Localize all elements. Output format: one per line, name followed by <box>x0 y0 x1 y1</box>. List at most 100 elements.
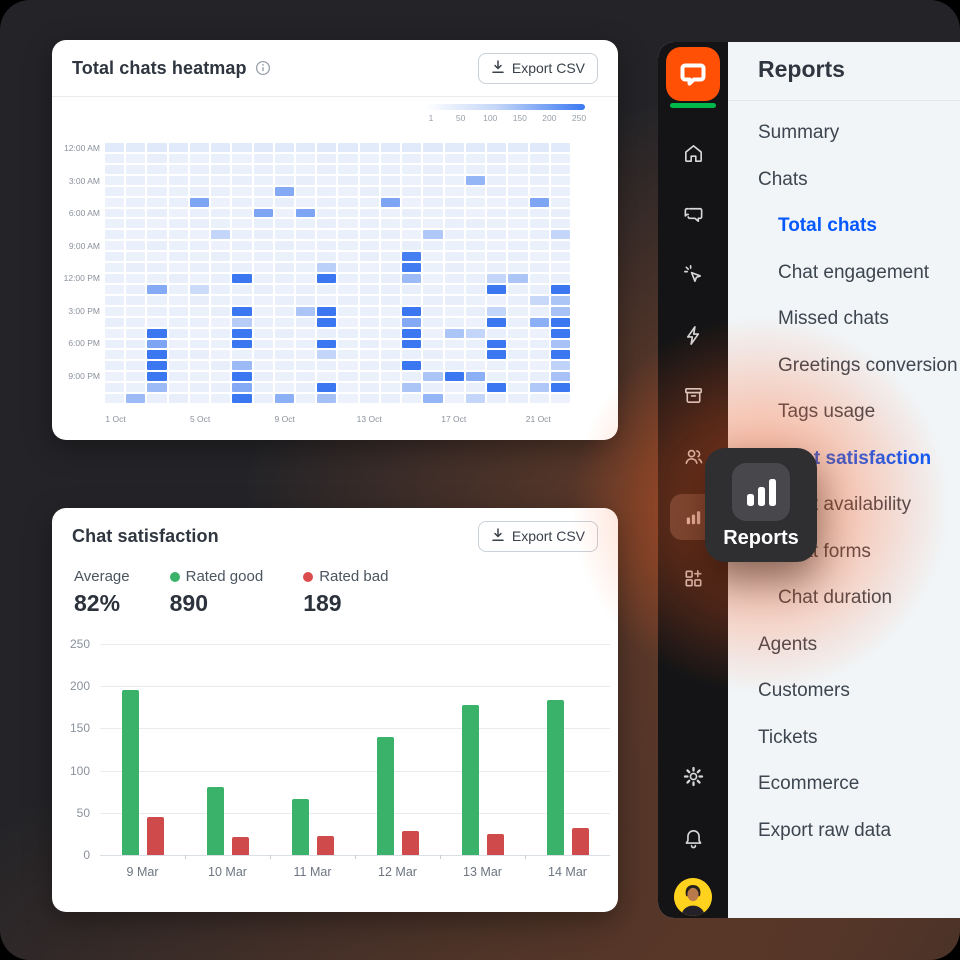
heatmap-cell <box>465 383 486 393</box>
heatmap-cell <box>211 372 231 382</box>
heatmap-cell <box>211 164 231 174</box>
heatmap-cell <box>147 328 167 338</box>
heatmap-cell <box>508 175 528 185</box>
heatmap-cell <box>274 383 295 393</box>
heatmap-cell <box>147 306 167 316</box>
heatmap-cell <box>274 197 295 207</box>
menu-item-chat-engagement[interactable]: Chat engagement <box>778 261 930 283</box>
user-avatar[interactable] <box>670 874 716 918</box>
heatmap-cell <box>317 197 337 207</box>
stat-value: 189 <box>303 590 342 616</box>
heatmap-cell <box>253 208 273 218</box>
heatmap-cell <box>274 339 295 349</box>
heatmap-cell <box>380 339 401 349</box>
heatmap-cell <box>338 284 358 294</box>
heatmap-cell <box>189 383 210 393</box>
rail-automation-button[interactable] <box>670 312 716 358</box>
heatmap-cell <box>189 197 210 207</box>
satisfaction-stats: Average 82% Rated good 890 Rated bad 189 <box>74 568 388 617</box>
menu-item-total-chats[interactable]: Total chats <box>778 215 877 237</box>
heatmap-cell <box>338 372 358 382</box>
heatmap-cell <box>402 143 422 152</box>
menu-item-greetings-conversion[interactable]: Greetings conversion <box>778 354 958 376</box>
heatmap-cell <box>232 361 252 371</box>
menu-item-missed-chats[interactable]: Missed chats <box>778 308 889 330</box>
info-icon[interactable] <box>255 60 271 76</box>
reports-callout[interactable]: Reports <box>705 448 817 562</box>
heatmap-cell <box>550 306 570 316</box>
menu-item-tags-usage[interactable]: Tags usage <box>778 401 876 423</box>
heatmap-cell <box>465 317 486 327</box>
heatmap-cell <box>232 197 252 207</box>
heatmap-cell <box>444 284 464 294</box>
rail-home-button[interactable] <box>670 130 716 176</box>
heatmap-cell <box>232 328 252 338</box>
menu-item-ecommerce[interactable]: Ecommerce <box>758 773 860 795</box>
heatmap-cell <box>529 208 549 218</box>
colorbar-tick: 150 <box>512 113 527 123</box>
heatmap-cell <box>232 394 252 403</box>
heatmap-cell <box>189 164 210 174</box>
heatmap-cell <box>211 350 231 360</box>
heatmap-cell <box>317 339 337 349</box>
menu-item-customers[interactable]: Customers <box>758 680 850 702</box>
heatmap-cell <box>380 186 401 196</box>
heatmap-cell <box>487 263 507 272</box>
rail-archives-button[interactable] <box>670 372 716 418</box>
heatmap-cell <box>253 164 273 174</box>
export-csv-button[interactable]: Export CSV <box>477 520 598 552</box>
rail-engage-button[interactable] <box>670 251 716 297</box>
rail-chats-button[interactable] <box>670 191 716 237</box>
heatmap-row-label: 6:00 PM <box>68 338 100 349</box>
heatmap-cell <box>402 372 422 382</box>
heatmap-cell <box>338 350 358 360</box>
heatmap-cell <box>508 361 528 371</box>
heatmap-cell <box>402 186 422 196</box>
heatmap-cell <box>465 197 486 207</box>
heatmap-cell <box>338 263 358 272</box>
menu-item-chat-duration[interactable]: Chat duration <box>778 587 893 609</box>
heatmap-cell <box>465 361 486 371</box>
rail-notifications-button[interactable] <box>670 815 716 861</box>
heatmap-cell <box>508 306 528 316</box>
rail-apps-button[interactable] <box>670 555 716 601</box>
heatmap-cell <box>508 317 528 327</box>
menu-item-chats[interactable]: Chats <box>758 168 808 190</box>
heatmap-cell <box>550 153 570 163</box>
heatmap-cell <box>423 306 443 316</box>
heatmap-cell <box>168 175 188 185</box>
heatmap-cell <box>105 175 125 185</box>
heatmap-cell <box>487 361 507 371</box>
heatmap-cell <box>274 175 295 185</box>
heatmap-cell <box>550 284 570 294</box>
heatmap-cell <box>550 383 570 393</box>
menu-item-agents[interactable]: Agents <box>758 633 818 655</box>
rail-settings-button[interactable] <box>670 753 716 799</box>
heatmap-cell <box>126 317 146 327</box>
export-csv-button[interactable]: Export CSV <box>477 52 598 84</box>
heatmap-cell <box>508 263 528 272</box>
heatmap-cell <box>253 328 273 338</box>
heatmap-cell <box>423 197 443 207</box>
heatmap-row-label: 3:00 AM <box>68 175 100 186</box>
menu-item-export-raw-data[interactable]: Export raw data <box>758 819 892 841</box>
y-axis-tick-label: 0 <box>83 848 90 862</box>
heatmap-cell <box>296 339 316 349</box>
heatmap-cell <box>444 164 464 174</box>
heatmap-cell <box>359 295 379 305</box>
menu-item-tickets[interactable]: Tickets <box>758 726 818 748</box>
heatmap-cell <box>444 372 464 382</box>
heatmap-cell <box>508 274 528 283</box>
menu-item-summary[interactable]: Summary <box>758 122 840 144</box>
stat-label: Rated bad <box>319 568 389 585</box>
heatmap-cell <box>359 394 379 403</box>
heatmap-cell <box>423 350 443 360</box>
heatmap-cell <box>211 241 231 251</box>
heatmap-cell <box>550 394 570 403</box>
heatmap-cell <box>105 208 125 218</box>
heatmap-cell <box>508 372 528 382</box>
heatmap-cell <box>211 306 231 316</box>
heatmap-cell <box>487 175 507 185</box>
livechat-logo[interactable] <box>666 47 720 101</box>
